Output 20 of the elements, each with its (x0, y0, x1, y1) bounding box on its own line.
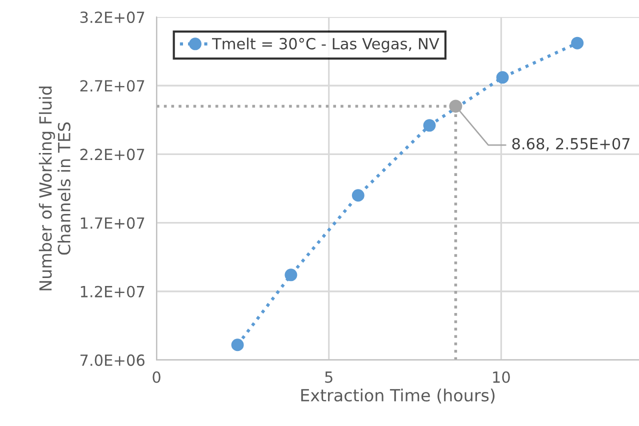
y-tick-label: 1.7E+07 (80, 217, 144, 229)
y-tick-label: 7.0E+06 (80, 354, 144, 366)
y-tick-label: 2.7E+07 (80, 80, 144, 92)
y-tick-label: 3.2E+07 (80, 12, 144, 24)
x-tick-label: 10 (493, 371, 510, 383)
x-tick-label: 0 (152, 371, 160, 383)
y-tick-label: 2.2E+07 (80, 148, 144, 160)
point (284, 268, 298, 282)
point (423, 119, 436, 132)
x-tick-label: 5 (325, 372, 332, 383)
annotation: 8.68, 2.55E+07 (512, 138, 630, 152)
point (231, 338, 244, 352)
y-axis-title: Number of Working Fluid Channels in TES (38, 86, 70, 290)
point (496, 71, 509, 84)
x-axis-title: Extraction Time (hours) (301, 388, 495, 404)
y-tick-label: 1.2E+07 (80, 286, 144, 298)
point (449, 100, 462, 113)
point (571, 36, 584, 50)
legend-label: Tmelt = 30°C - Las Vegas, NV (212, 38, 440, 52)
point (352, 189, 364, 202)
